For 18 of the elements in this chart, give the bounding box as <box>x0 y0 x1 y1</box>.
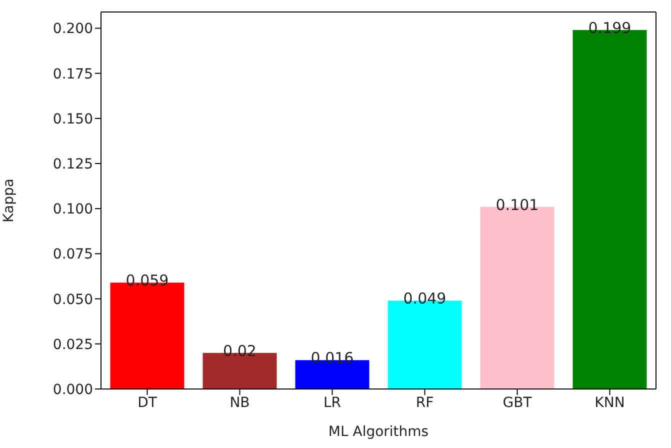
y-tick-label: 0.150 <box>52 111 93 128</box>
x-tick-label: GBT <box>502 394 532 411</box>
y-tick-label: 0.075 <box>52 246 93 263</box>
x-tick-label: DT <box>138 394 158 411</box>
y-tick-label: 0.100 <box>52 202 93 218</box>
y-tick-label: 0.175 <box>52 66 93 82</box>
y-tick-label: 0.025 <box>52 336 93 353</box>
x-axis-title: ML Algorithms <box>328 424 429 440</box>
data-label: 0.101 <box>496 196 539 214</box>
y-tick-label: 0.000 <box>52 382 93 398</box>
x-tick-label: NB <box>230 394 250 411</box>
y-tick-label: 0.200 <box>52 21 93 38</box>
y-axis-title: Kappa <box>0 178 17 222</box>
y-tick-label: 0.125 <box>52 156 93 172</box>
y-tick-label: 0.050 <box>52 292 93 308</box>
x-tick-label: KNN <box>594 394 625 411</box>
x-tick-label: RF <box>416 394 434 411</box>
x-tick-label: LR <box>323 394 342 411</box>
